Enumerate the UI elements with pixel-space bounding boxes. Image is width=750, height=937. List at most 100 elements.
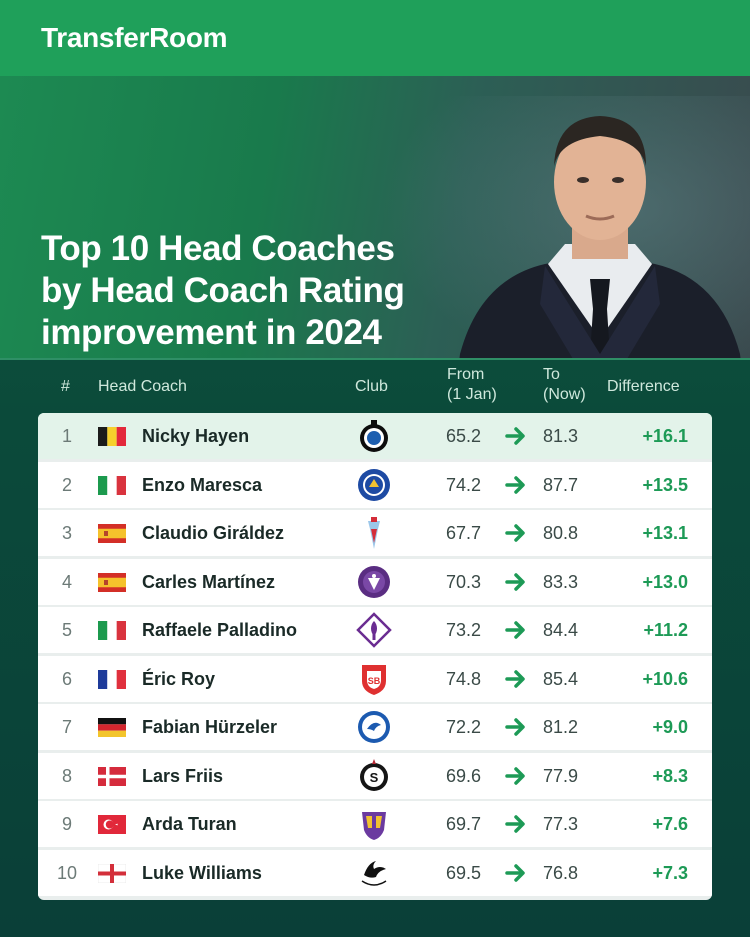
coach-name: Nicky Hayen: [142, 426, 250, 446]
coach-name: Carles Martínez: [142, 571, 276, 592]
table-row: 6 Éric Roy SB 74.8 85.4 +10.6: [38, 655, 712, 702]
rating-to: 81.3: [543, 426, 579, 446]
rank-cell: 8: [61, 765, 72, 786]
brighton-crest-icon: [356, 709, 392, 745]
flag-spain-icon: [98, 524, 126, 543]
hero-divider: [0, 358, 750, 360]
header-bar: TransferRoom: [0, 0, 750, 76]
title-line-3: improvement in 2024: [41, 313, 382, 352]
flag-denmark-icon: [98, 766, 126, 786]
rating-from: 73.2: [446, 620, 482, 640]
header-from: From (1 Jan): [447, 365, 497, 405]
rating-from: 74.2: [446, 474, 482, 495]
table-row: 8 Lars Friis S 69.6 77.9 +8.3: [38, 752, 712, 799]
arrow-right-icon: [505, 765, 527, 787]
arrow-right-icon: [505, 813, 527, 835]
hero-banner: Top 10 Head Coaches by Head Coach Rating…: [0, 76, 750, 360]
rating-difference: +13.1: [642, 523, 688, 543]
header-club: Club: [355, 378, 388, 395]
eyupspor-crest-icon: [356, 806, 392, 842]
rating-difference: +16.1: [642, 426, 688, 446]
table-row: 10 Luke Williams 69.5 76.8 +7.3: [38, 849, 712, 896]
rating-difference: +7.3: [652, 862, 688, 883]
rank-cell: 3: [61, 523, 72, 543]
rank-cell: 7: [61, 717, 72, 737]
svg-text:SB: SB: [368, 676, 381, 686]
rank-cell: 4: [61, 571, 72, 592]
coach-name: Luke Williams: [142, 862, 262, 883]
rating-to: 80.8: [543, 523, 579, 543]
rating-from: 69.7: [446, 814, 482, 834]
header-rank: #: [61, 378, 70, 395]
header-difference: Difference: [607, 378, 680, 395]
table-header: # Head Coach Club From (1 Jan) To (Now) …: [0, 360, 750, 412]
arrow-right-icon: [505, 522, 527, 544]
chelsea-crest-icon: [356, 467, 392, 503]
arrow-right-icon: [505, 716, 527, 738]
table-row: 1 Nicky Hayen 65.2 81.3 +16.1: [38, 413, 712, 459]
rank-cell: 9: [61, 814, 72, 834]
rating-to: 77.3: [543, 814, 579, 834]
flag-spain-icon: [98, 572, 126, 592]
table-row: 4 Carles Martínez 70.3 83.3 +13.0: [38, 558, 712, 605]
coach-name: Enzo Maresca: [142, 474, 263, 495]
club-brugge-crest-icon: [356, 418, 392, 454]
coach-name: Claudio Giráldez: [142, 523, 285, 543]
arrow-right-icon: [505, 668, 527, 690]
rating-to: 84.4: [543, 620, 579, 640]
svg-text:S: S: [370, 770, 379, 785]
rating-from: 70.3: [446, 571, 482, 592]
rating-difference: +8.3: [652, 765, 688, 786]
arrow-right-icon: [505, 571, 527, 593]
rank-cell: 1: [61, 426, 72, 446]
rating-difference: +7.6: [652, 814, 688, 834]
table-row: 5 Raffaele Palladino 73.2 84.4 +11.2: [38, 607, 712, 653]
rating-difference: +10.6: [642, 668, 688, 689]
flag-england-icon: [97, 863, 127, 883]
rating-to: 81.2: [543, 717, 579, 737]
rating-from: 74.8: [446, 668, 482, 689]
header-coach: Head Coach: [98, 378, 187, 395]
page-title: Top 10 Head Coaches by Head Coach Rating…: [41, 228, 461, 354]
rating-to: 83.3: [543, 571, 579, 592]
header-from-line1: From: [447, 366, 485, 383]
rating-from: 69.6: [446, 765, 482, 786]
flag-italy-icon: [98, 475, 126, 495]
rating-to: 85.4: [543, 668, 579, 689]
swansea-crest-icon: [356, 855, 392, 891]
flag-turkey-icon: [98, 815, 126, 834]
flag-germany-icon: [98, 718, 126, 737]
rating-to: 87.7: [543, 474, 579, 495]
coach-name: Éric Roy: [142, 668, 216, 689]
fiorentina-crest-icon: [356, 612, 392, 648]
header-from-line2: (1 Jan): [447, 386, 497, 403]
coach-name: Arda Turan: [142, 814, 237, 834]
rating-from: 72.2: [446, 717, 482, 737]
coach-photo: [459, 116, 741, 360]
rating-difference: +11.2: [643, 620, 688, 640]
table-row: 7 Fabian Hürzeler 72.2 81.2 +9.0: [38, 704, 712, 750]
celta-vigo-crest-icon: [356, 515, 392, 551]
rank-cell: 2: [61, 474, 72, 495]
title-line-2: by Head Coach Rating: [41, 271, 405, 310]
arrow-right-icon: [505, 425, 527, 447]
header-to: To (Now): [543, 365, 586, 405]
brand-logo: TransferRoom: [41, 22, 228, 53]
title-line-1: Top 10 Head Coaches: [41, 229, 395, 268]
toulouse-crest-icon: [356, 564, 392, 600]
brest-crest-icon: SB: [356, 661, 392, 697]
rating-from: 65.2: [446, 426, 482, 446]
rank-cell: 6: [61, 668, 72, 689]
table-row: 9 Arda Turan 69.7 77.3 +7.6: [38, 801, 712, 847]
arrow-right-icon: [505, 862, 527, 884]
table-row: 3 Claudio Giráldez 67.7 80.8 +13.1: [38, 510, 712, 556]
header-to-line2: (Now): [543, 386, 586, 403]
rank-cell: 5: [61, 620, 72, 640]
arrow-right-icon: [505, 474, 527, 496]
rating-to: 76.8: [543, 862, 579, 883]
rating-to: 77.9: [543, 765, 579, 786]
coach-name: Fabian Hürzeler: [142, 717, 278, 737]
flag-belgium-icon: [98, 427, 126, 446]
rating-difference: +9.0: [652, 717, 688, 737]
